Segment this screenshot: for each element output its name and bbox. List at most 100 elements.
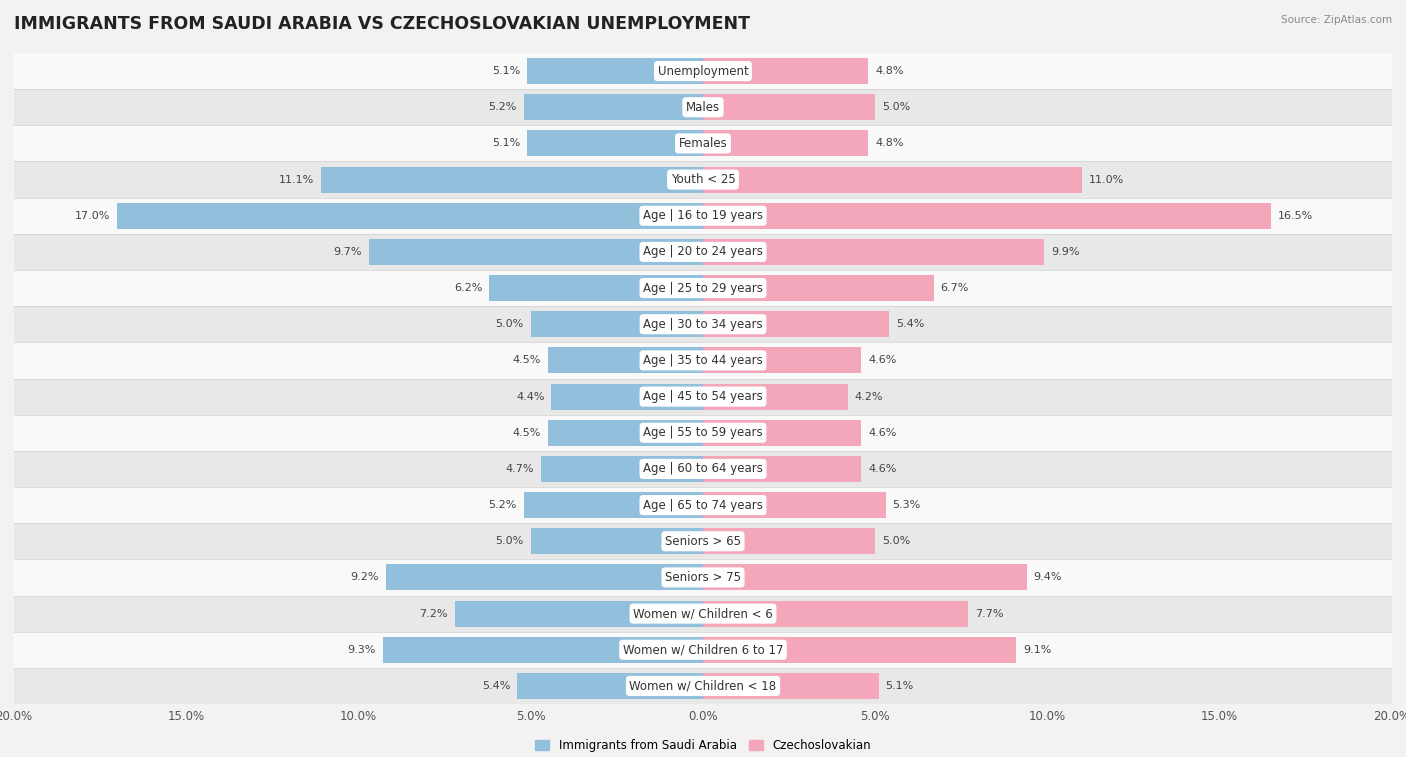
Text: 4.6%: 4.6% (869, 428, 897, 438)
Bar (14, 53, 1392, 89)
Text: Age | 55 to 59 years: Age | 55 to 59 years (643, 426, 763, 439)
Bar (541, 456, 703, 482)
Bar (14, 415, 1392, 451)
Bar (14, 89, 1392, 126)
Text: 9.2%: 9.2% (350, 572, 380, 582)
Text: 5.0%: 5.0% (496, 319, 524, 329)
Bar (14, 126, 1392, 161)
Text: 4.8%: 4.8% (875, 139, 904, 148)
Text: Age | 16 to 19 years: Age | 16 to 19 years (643, 209, 763, 223)
Text: Age | 20 to 24 years: Age | 20 to 24 years (643, 245, 763, 258)
Bar (524, 492, 703, 518)
Bar (703, 347, 862, 373)
Bar (703, 94, 875, 120)
Bar (524, 94, 703, 120)
Text: Females: Females (679, 137, 727, 150)
Text: Age | 25 to 29 years: Age | 25 to 29 years (643, 282, 763, 294)
Bar (14, 631, 1392, 668)
Text: 4.6%: 4.6% (869, 464, 897, 474)
Text: Source: ZipAtlas.com: Source: ZipAtlas.com (1281, 15, 1392, 25)
Text: 17.0%: 17.0% (75, 210, 111, 221)
Text: Age | 65 to 74 years: Age | 65 to 74 years (643, 499, 763, 512)
Text: 4.5%: 4.5% (513, 428, 541, 438)
Bar (14, 270, 1392, 306)
Text: Women w/ Children < 6: Women w/ Children < 6 (633, 607, 773, 620)
Bar (703, 492, 886, 518)
Text: 5.1%: 5.1% (492, 139, 520, 148)
Bar (703, 600, 969, 627)
Text: 5.4%: 5.4% (482, 681, 510, 691)
Text: 4.4%: 4.4% (516, 391, 544, 401)
Text: 11.0%: 11.0% (1088, 175, 1123, 185)
Text: Males: Males (686, 101, 720, 114)
Bar (703, 167, 1083, 192)
Text: 5.1%: 5.1% (886, 681, 914, 691)
Text: 5.0%: 5.0% (882, 102, 910, 112)
Bar (387, 565, 703, 590)
Text: 9.7%: 9.7% (333, 247, 361, 257)
Text: 4.7%: 4.7% (506, 464, 534, 474)
Bar (14, 668, 1392, 704)
Bar (14, 451, 1392, 487)
Text: 5.0%: 5.0% (496, 536, 524, 547)
Bar (527, 58, 703, 84)
Bar (14, 161, 1392, 198)
Bar (489, 275, 703, 301)
Bar (703, 637, 1017, 663)
Bar (14, 523, 1392, 559)
Bar (703, 275, 934, 301)
Bar (382, 637, 703, 663)
Bar (456, 600, 703, 627)
Text: Youth < 25: Youth < 25 (671, 173, 735, 186)
Bar (531, 311, 703, 338)
Bar (703, 456, 862, 482)
Text: 9.3%: 9.3% (347, 645, 375, 655)
Text: Women w/ Children < 18: Women w/ Children < 18 (630, 680, 776, 693)
Bar (14, 378, 1392, 415)
Text: Age | 35 to 44 years: Age | 35 to 44 years (643, 354, 763, 367)
Bar (527, 130, 703, 157)
Bar (14, 596, 1392, 631)
Bar (14, 342, 1392, 378)
Text: 4.5%: 4.5% (513, 356, 541, 366)
Text: 7.2%: 7.2% (419, 609, 449, 618)
Bar (703, 419, 862, 446)
Bar (321, 167, 703, 192)
Text: Seniors > 65: Seniors > 65 (665, 534, 741, 548)
Text: Age | 60 to 64 years: Age | 60 to 64 years (643, 463, 763, 475)
Bar (517, 673, 703, 699)
Bar (117, 203, 703, 229)
Text: 4.2%: 4.2% (855, 391, 883, 401)
Bar (703, 58, 869, 84)
Text: 5.2%: 5.2% (489, 500, 517, 510)
Text: 11.1%: 11.1% (278, 175, 314, 185)
Text: Age | 30 to 34 years: Age | 30 to 34 years (643, 318, 763, 331)
Bar (703, 203, 1271, 229)
Bar (14, 306, 1392, 342)
Bar (703, 239, 1045, 265)
Bar (551, 384, 703, 410)
Text: IMMIGRANTS FROM SAUDI ARABIA VS CZECHOSLOVAKIAN UNEMPLOYMENT: IMMIGRANTS FROM SAUDI ARABIA VS CZECHOSL… (14, 15, 749, 33)
Text: 5.2%: 5.2% (489, 102, 517, 112)
Text: 9.1%: 9.1% (1024, 645, 1052, 655)
Text: 4.6%: 4.6% (869, 356, 897, 366)
Bar (531, 528, 703, 554)
Text: 5.1%: 5.1% (492, 66, 520, 76)
Text: Unemployment: Unemployment (658, 64, 748, 77)
Text: Seniors > 75: Seniors > 75 (665, 571, 741, 584)
Bar (548, 419, 703, 446)
Text: 9.9%: 9.9% (1050, 247, 1080, 257)
Bar (14, 198, 1392, 234)
Bar (703, 130, 869, 157)
Text: 6.7%: 6.7% (941, 283, 969, 293)
Text: 4.8%: 4.8% (875, 66, 904, 76)
Legend: Immigrants from Saudi Arabia, Czechoslovakian: Immigrants from Saudi Arabia, Czechoslov… (530, 734, 876, 757)
Bar (368, 239, 703, 265)
Text: 5.3%: 5.3% (893, 500, 921, 510)
Text: 7.7%: 7.7% (976, 609, 1004, 618)
Text: Age | 45 to 54 years: Age | 45 to 54 years (643, 390, 763, 403)
Text: 9.4%: 9.4% (1033, 572, 1062, 582)
Bar (14, 234, 1392, 270)
Text: 5.4%: 5.4% (896, 319, 924, 329)
Bar (703, 384, 848, 410)
